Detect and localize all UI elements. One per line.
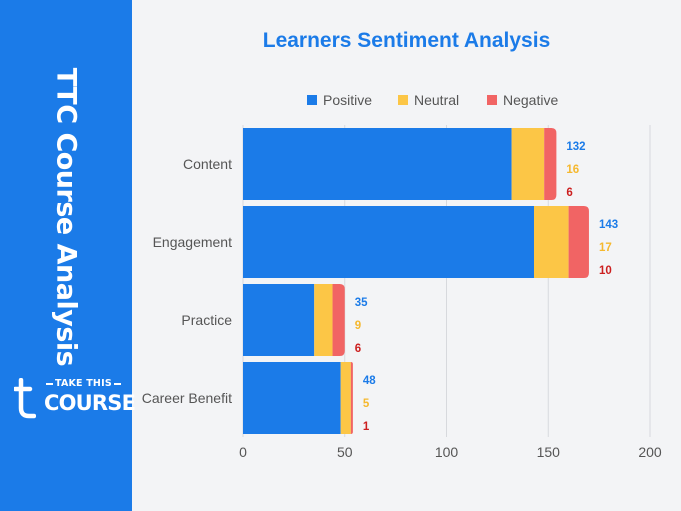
legend: Positive Neutral Negative [307,92,558,108]
legend-label-neutral: Neutral [414,92,459,108]
x-tick-label: 150 [537,444,561,460]
labels: 0 50 100 150 200Content132166Engagement14317… [142,141,662,460]
bar-practice-negative [332,284,345,356]
legend-swatch-positive [307,95,317,105]
bar-career-benefit-neutral [340,362,351,434]
bar-practice-positive [243,284,315,356]
data-label-positive: 143 [599,219,618,231]
logo-t-icon [14,378,36,419]
bar-practice-neutral [314,284,333,356]
x-tick-label: 50 [337,444,353,460]
bar-career-benefit-positive [243,362,341,434]
bar-engagement-negative [568,206,589,278]
chart-title: Learners Sentiment Analysis [262,29,551,52]
bar-content-positive [243,128,512,200]
data-label-neutral: 5 [363,398,370,410]
legend-label-negative: Negative [503,92,558,108]
x-tick-label: 0 [239,444,247,460]
sidebar: TTC Course Analysis TAKE THIS COURSE [0,0,136,511]
data-label-positive: 35 [355,297,368,309]
data-label-negative: 10 [599,265,612,277]
logo-big-text: COURSE [44,391,136,415]
bar-engagement-neutral [534,206,569,278]
legend-swatch-negative [487,95,497,105]
category-label: Content [183,156,232,172]
data-label-negative: 6 [355,343,361,355]
data-label-negative: 6 [566,187,572,199]
take-this-course-logo: TAKE THIS COURSE [14,376,136,424]
data-label-negative: 1 [363,421,370,433]
category-label: Engagement [153,234,233,250]
logo-small-text: TAKE THIS [44,378,123,389]
bar-content-neutral [511,128,545,200]
bar-career-benefit-negative [350,362,353,434]
legend-label-positive: Positive [323,92,372,108]
data-label-neutral: 9 [355,320,361,332]
bar-engagement-positive [243,206,535,278]
bars [243,128,589,434]
x-tick-label: 200 [638,444,662,460]
legend-swatch-neutral [398,95,408,105]
category-label: Career Benefit [142,390,232,406]
data-label-neutral: 17 [599,242,612,254]
bar-content-negative [544,128,557,200]
data-label-positive: 48 [363,375,376,387]
category-label: Practice [181,312,232,328]
x-tick-label: 100 [435,444,459,460]
data-label-neutral: 16 [566,164,579,176]
data-label-positive: 132 [566,141,585,153]
